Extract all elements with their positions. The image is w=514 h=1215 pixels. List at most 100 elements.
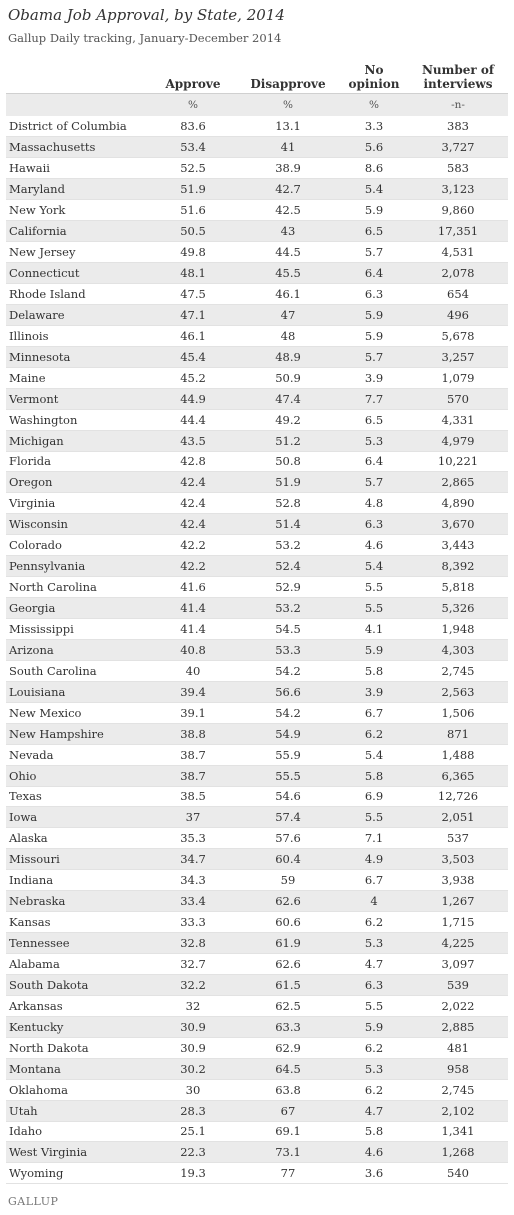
approve-cell: 33.3: [150, 911, 236, 934]
chart-title: Obama Job Approval, by State, 2014: [8, 6, 285, 24]
no-opinion-cell: 5.5: [340, 597, 408, 619]
no-opinion-cell: 6.7: [340, 702, 408, 724]
approve-cell: 44.4: [150, 409, 236, 431]
approve-cell: 43.5: [150, 430, 236, 452]
interviews-cell: 3,443: [408, 534, 508, 557]
state-cell: Nevada: [6, 744, 150, 766]
disapprove-cell: 53.3: [236, 639, 340, 661]
state-cell: Illinois: [6, 325, 150, 347]
interviews-cell: 2,051: [408, 806, 508, 829]
no-opinion-cell: 5.4: [340, 555, 408, 578]
state-cell: Nebraska: [6, 890, 150, 913]
header-disapprove-line2: Disapprove: [250, 77, 326, 91]
disapprove-cell: 55.9: [236, 744, 340, 766]
state-cell: Arizona: [6, 639, 150, 661]
disapprove-cell: 50.8: [236, 451, 340, 473]
interviews-cell: 5,326: [408, 597, 508, 619]
interviews-cell: 3,503: [408, 848, 508, 871]
no-opinion-cell: 6.3: [340, 513, 408, 536]
approve-cell: 42.2: [150, 555, 236, 578]
interviews-cell: 9,860: [408, 199, 508, 222]
disapprove-cell: 57.4: [236, 806, 340, 829]
interviews-cell: 1,268: [408, 1141, 508, 1164]
disapprove-cell: 51.4: [236, 513, 340, 536]
approve-cell: 39.1: [150, 702, 236, 724]
no-opinion-cell: 4.7: [340, 953, 408, 975]
disapprove-cell: 38.9: [236, 157, 340, 180]
no-opinion-cell: 6.9: [340, 786, 408, 808]
disapprove-cell: 41: [236, 136, 340, 159]
approve-cell: 50.5: [150, 220, 236, 243]
approve-cell: 44.9: [150, 388, 236, 410]
approve-cell: 32.8: [150, 932, 236, 954]
table-row: Pennsylvania 42.2 52.4 5.4 8,392: [6, 555, 508, 578]
table-row: South Carolina 40 54.2 5.8 2,745: [6, 660, 508, 682]
approve-cell: 19.3: [150, 1162, 236, 1185]
table-row: Nevada 38.7 55.9 5.4 1,488: [6, 744, 508, 766]
no-opinion-cell: 6.4: [340, 451, 408, 473]
state-cell: Iowa: [6, 806, 150, 829]
table-row: North Carolina 41.6 52.9 5.5 5,818: [6, 576, 508, 599]
disapprove-cell: 54.9: [236, 723, 340, 745]
state-cell: New Mexico: [6, 702, 150, 724]
disapprove-cell: 77: [236, 1162, 340, 1185]
interviews-cell: 1,488: [408, 744, 508, 766]
interviews-cell: 4,303: [408, 639, 508, 661]
no-opinion-cell: 7.7: [340, 388, 408, 410]
table-row: Hawaii 52.5 38.9 8.6 583: [6, 157, 508, 180]
disapprove-cell: 60.6: [236, 911, 340, 934]
disapprove-cell: 52.9: [236, 576, 340, 599]
state-cell: Mississippi: [6, 618, 150, 640]
approve-cell: 32.7: [150, 953, 236, 975]
state-cell: Louisiana: [6, 681, 150, 703]
interviews-cell: 8,392: [408, 555, 508, 578]
approve-cell: 40: [150, 660, 236, 682]
table-row: New Hampshire 38.8 54.9 6.2 871: [6, 723, 508, 745]
disapprove-cell: 52.4: [236, 555, 340, 578]
approve-cell: 30.9: [150, 1037, 236, 1059]
no-opinion-cell: 5.4: [340, 744, 408, 766]
interviews-cell: 5,678: [408, 325, 508, 347]
approve-cell: 49.8: [150, 241, 236, 264]
no-opinion-cell: 5.9: [340, 304, 408, 326]
approve-cell: 34.7: [150, 848, 236, 871]
approve-cell: 34.3: [150, 869, 236, 892]
approve-cell: 42.4: [150, 513, 236, 536]
interviews-cell: 3,123: [408, 178, 508, 201]
state-cell: Idaho: [6, 1121, 150, 1143]
approve-cell: 30.9: [150, 1016, 236, 1038]
interviews-cell: 2,745: [408, 1079, 508, 1101]
unit-disapprove: %: [236, 93, 340, 116]
disapprove-cell: 57.6: [236, 827, 340, 850]
table-row: Wyoming 19.3 77 3.6 540: [6, 1162, 508, 1185]
state-cell: Massachusetts: [6, 136, 150, 159]
table-row: Missouri 34.7 60.4 4.9 3,503: [6, 848, 508, 871]
unit-interviews: -n-: [408, 93, 508, 116]
state-cell: Minnesota: [6, 346, 150, 368]
disapprove-cell: 13.1: [236, 116, 340, 138]
approve-cell: 42.4: [150, 471, 236, 494]
disapprove-cell: 44.5: [236, 241, 340, 264]
table-row: Oregon 42.4 51.9 5.7 2,865: [6, 471, 508, 494]
state-cell: Delaware: [6, 304, 150, 326]
no-opinion-cell: 5.3: [340, 932, 408, 954]
approve-cell: 47.1: [150, 304, 236, 326]
interviews-cell: 1,948: [408, 618, 508, 640]
state-cell: District of Columbia: [6, 116, 150, 138]
interviews-cell: 2,745: [408, 660, 508, 682]
table-row: Rhode Island 47.5 46.1 6.3 654: [6, 283, 508, 305]
disapprove-cell: 62.6: [236, 953, 340, 975]
state-cell: Washington: [6, 409, 150, 431]
interviews-cell: 6,365: [408, 765, 508, 787]
interviews-cell: 1,267: [408, 890, 508, 913]
state-cell: Ohio: [6, 765, 150, 787]
table-row: Maine 45.2 50.9 3.9 1,079: [6, 367, 508, 389]
approve-cell: 38.7: [150, 765, 236, 787]
disapprove-cell: 51.2: [236, 430, 340, 452]
approve-cell: 37: [150, 806, 236, 829]
no-opinion-cell: 6.5: [340, 409, 408, 431]
approve-cell: 22.3: [150, 1141, 236, 1164]
table-row: Florida 42.8 50.8 6.4 10,221: [6, 451, 508, 473]
state-cell: Pennsylvania: [6, 555, 150, 578]
interviews-cell: 12,726: [408, 786, 508, 808]
